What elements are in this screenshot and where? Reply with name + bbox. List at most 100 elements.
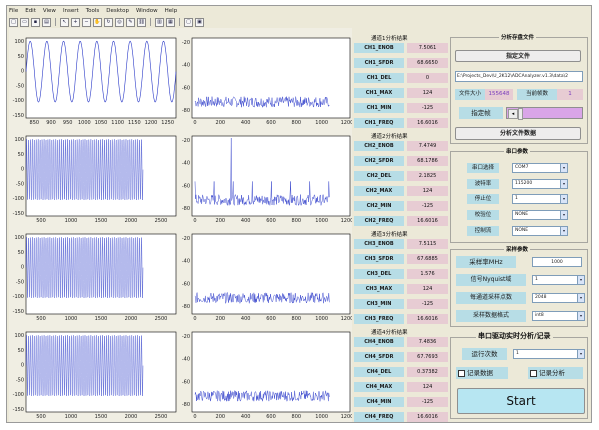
baud-select[interactable]: 115200 ▾ [512, 179, 568, 189]
flow-select[interactable]: NONE ▾ [512, 226, 568, 236]
checkbox-icon[interactable] [458, 369, 465, 377]
menu-view[interactable]: View [42, 8, 56, 14]
record-data-checkbox[interactable]: 记录数据 [456, 367, 508, 379]
metric-value: 16.6016 [407, 412, 448, 422]
fft-x-tick-label: 200 [216, 120, 226, 126]
metric-label: CH3_DEL [354, 269, 404, 279]
chevron-down-icon[interactable]: ▾ [560, 211, 567, 219]
chevron-down-icon[interactable]: ▾ [560, 180, 567, 188]
chevron-down-icon[interactable]: ▾ [560, 164, 567, 172]
fft-y-tick-label: -20 [182, 236, 190, 242]
x-tick-label: 1000 [65, 316, 78, 322]
port-label: 串口选择 [467, 163, 499, 173]
x-tick-label: 900 [46, 120, 56, 126]
menu-insert[interactable]: Insert [62, 8, 79, 14]
fft-x-tick-label: 400 [241, 218, 251, 224]
chevron-down-icon[interactable]: ▾ [577, 350, 584, 358]
sample-rate-input[interactable]: 1000 [532, 257, 582, 267]
colorbar-icon[interactable]: ▥ [155, 17, 164, 27]
metric-value: 7.5115 [407, 239, 448, 249]
show-plot-icon[interactable]: ▣ [195, 17, 204, 27]
metric-value: 67.7693 [407, 352, 448, 362]
x-tick-label: 1000 [65, 218, 78, 224]
legend-icon[interactable]: ▦ [166, 17, 175, 27]
metric-label: CH4_MIN [354, 397, 404, 407]
new-file-icon[interactable]: □ [9, 17, 18, 27]
checkbox-icon[interactable] [530, 369, 537, 377]
fft-series-line [194, 292, 330, 305]
save-icon[interactable]: ▪ [31, 17, 40, 27]
flow-label: 控制流 [467, 226, 499, 236]
x-tick-label: 2000 [125, 218, 138, 224]
zoom-out-icon[interactable]: − [82, 17, 91, 27]
metric-value: 0 [407, 73, 448, 83]
chevron-down-icon[interactable]: ▾ [560, 227, 567, 235]
menu-edit[interactable]: Edit [25, 8, 36, 14]
y-tick-label: -150 [13, 407, 24, 413]
fft-x-tick-label: 800 [292, 120, 302, 126]
start-button[interactable]: Start [457, 388, 585, 414]
open-folder-icon[interactable]: ▭ [20, 17, 29, 27]
time-plot-frame [25, 37, 177, 119]
fft-x-tick-label: 400 [241, 120, 251, 126]
nyquist-label: 信号Nyquist域 [456, 274, 526, 286]
slider-thumb[interactable] [518, 108, 523, 120]
channel-results-title: 通道1分析结果 [371, 36, 408, 42]
fft-x-tick-label: 1200 [341, 120, 352, 126]
x-tick-label: 2500 [155, 414, 168, 420]
current-frames-value: 1 [557, 89, 583, 100]
metric-value: -125 [407, 103, 448, 113]
hide-plot-icon[interactable]: ▢ [184, 17, 193, 27]
metric-value: 2.1825 [407, 171, 448, 181]
fft-x-tick-label: 1200 [341, 414, 352, 420]
chevron-down-icon[interactable]: ▾ [560, 195, 567, 203]
x-tick-label: 500 [36, 316, 46, 322]
file-size-label: 文件大小 [455, 89, 485, 100]
rotate-icon[interactable]: ↻ [104, 17, 113, 27]
zoom-in-icon[interactable]: + [71, 17, 80, 27]
print-icon[interactable]: ▤ [42, 17, 51, 27]
format-select[interactable]: int8 ▾ [532, 311, 585, 321]
menu-help[interactable]: Help [164, 8, 178, 14]
fft-x-tick-label: 600 [266, 414, 276, 420]
y-tick-label: -150 [13, 309, 24, 315]
points-select[interactable]: 2048 ▾ [532, 293, 585, 303]
data-cursor-icon[interactable]: ◎ [115, 17, 124, 27]
baud-label: 波特率 [467, 179, 499, 189]
menu-tools[interactable]: Tools [85, 8, 100, 14]
file-path-field[interactable]: E:\Projects_Dev\U_2K12\ADCAnalyzer.v1.3\… [455, 71, 583, 82]
fft-y-tick-label: -40 [182, 161, 190, 167]
x-tick-label: 1100 [111, 120, 124, 126]
pan-icon[interactable]: ✋ [93, 17, 102, 27]
pointer-icon[interactable]: ↖ [60, 17, 69, 27]
menu-window[interactable]: Window [135, 8, 158, 14]
fft-x-tick-label: 0 [193, 414, 196, 420]
toolbar-separator [150, 18, 151, 26]
chevron-down-icon[interactable]: ▾ [577, 294, 584, 302]
link-icon[interactable]: ⛓ [137, 17, 146, 27]
nyquist-select[interactable]: 1 ▾ [532, 275, 585, 285]
analyze-file-button[interactable]: 分析文件数据 [455, 127, 581, 140]
run-count-select[interactable]: 1 ▾ [513, 349, 585, 359]
format-label: 采样数据格式 [456, 310, 526, 322]
frame-slider[interactable]: ◂ [506, 107, 583, 120]
y-tick-label: -50 [16, 83, 24, 89]
fft-x-tick-label: 1000 [315, 218, 328, 224]
chevron-down-icon[interactable]: ▾ [577, 312, 584, 320]
chevron-down-icon[interactable]: ▾ [577, 276, 584, 284]
metric-label: CH1_MIN [354, 103, 404, 113]
fft-y-tick-label: -20 [182, 334, 190, 340]
choose-file-button[interactable]: 指定文件 [455, 50, 581, 62]
menu-desktop[interactable]: Desktop [106, 8, 129, 14]
record-analysis-checkbox[interactable]: 记录分析 [528, 367, 583, 379]
brush-icon[interactable]: ✎ [126, 17, 135, 27]
metric-label: CH4_DEL [354, 367, 404, 377]
parity-select[interactable]: NONE ▾ [512, 210, 568, 220]
menu-file[interactable]: File [9, 8, 19, 14]
metric-label: CH1_SFDR [354, 58, 404, 68]
x-tick-label: 1500 [95, 316, 108, 322]
x-tick-label: 1050 [95, 120, 108, 126]
port-select[interactable]: COM7 ▾ [512, 163, 568, 173]
slider-left-arrow-icon[interactable]: ◂ [508, 109, 518, 119]
stopbits-select[interactable]: 1 ▾ [512, 194, 568, 204]
